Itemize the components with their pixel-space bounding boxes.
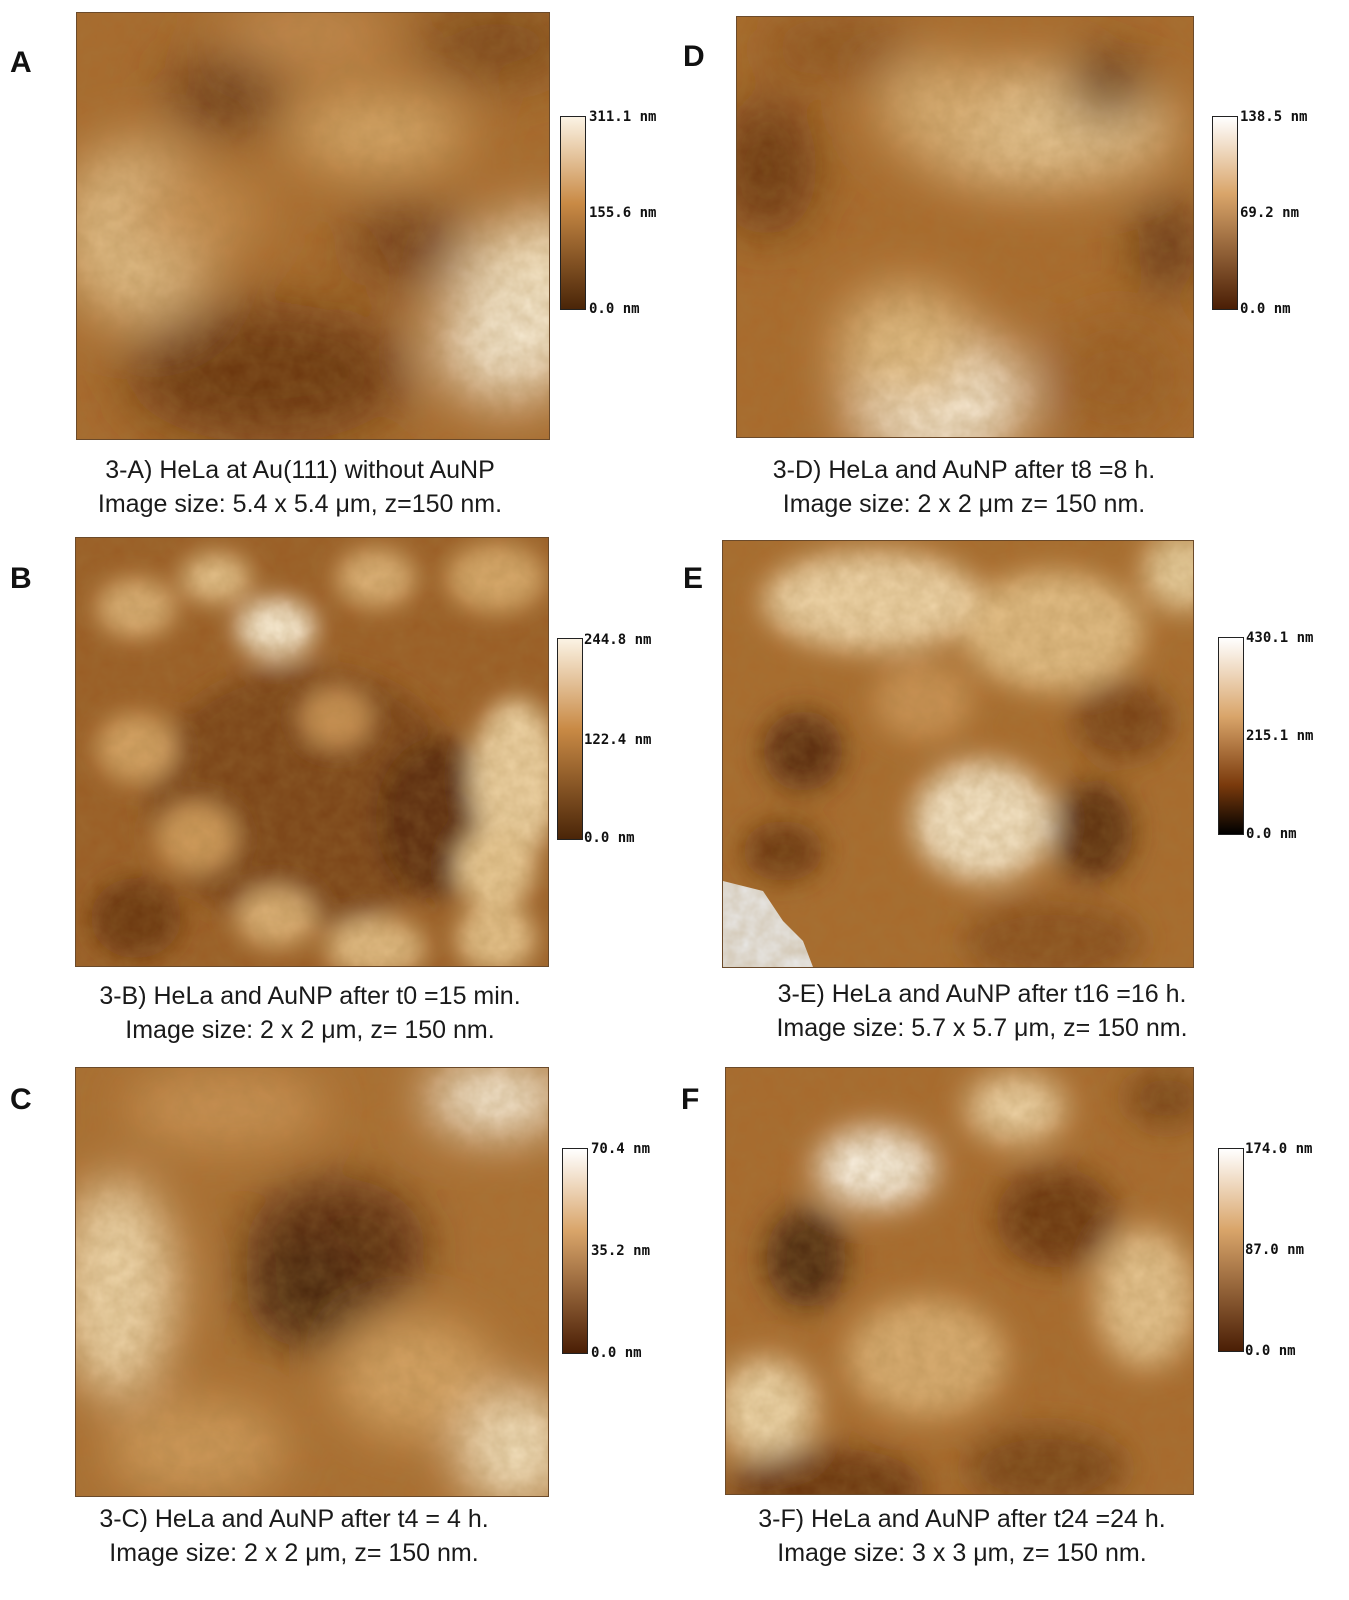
caption-a-line1: 3-A) HeLa at Au(111) without AuNP	[105, 456, 495, 484]
scale-mid-b: 122.4 nm	[584, 732, 652, 748]
caption-b-line2: Image size: 2 x 2 μm, z= 150 nm.	[125, 1016, 495, 1044]
scale-min-f: 0.0 nm	[1245, 1343, 1296, 1359]
scale-bar-e	[1218, 637, 1244, 835]
scale-bar-f	[1218, 1148, 1244, 1352]
caption-e-line1: 3-E) HeLa and AuNP after t16 =16 h.	[777, 980, 1187, 1008]
afm-image-b	[75, 537, 549, 967]
scale-bar-d	[1212, 116, 1238, 310]
caption-d: 3-D) HeLa and AuNP after t8 =8 h. Image …	[704, 453, 1224, 521]
scale-min-d: 0.0 nm	[1240, 301, 1291, 317]
panel-letter-c: C	[10, 1083, 32, 1116]
afm-image-a	[76, 12, 550, 440]
scale-min-c: 0.0 nm	[591, 1345, 642, 1361]
scale-max-f: 174.0 nm	[1245, 1141, 1313, 1157]
scale-max-e: 430.1 nm	[1246, 630, 1314, 646]
caption-e: 3-E) HeLa and AuNP after t16 =16 h. Imag…	[722, 977, 1242, 1045]
caption-f-line1: 3-F) HeLa and AuNP after t24 =24 h.	[758, 1505, 1166, 1533]
panel-letter-e: E	[683, 562, 704, 595]
caption-c: 3-C) HeLa and AuNP after t4 = 4 h. Image…	[34, 1502, 554, 1570]
scale-bar-b	[557, 638, 583, 840]
caption-d-line2: Image size: 2 x 2 μm z= 150 nm.	[782, 490, 1146, 518]
panel-letter-d: D	[683, 40, 705, 73]
scale-max-b: 244.8 nm	[584, 632, 652, 648]
panel-letter-b: B	[10, 562, 32, 595]
panel-letter-f: F	[681, 1083, 700, 1116]
caption-d-line1: 3-D) HeLa and AuNP after t8 =8 h.	[772, 456, 1156, 484]
scale-mid-e: 215.1 nm	[1246, 728, 1314, 744]
scale-bar-a	[560, 116, 586, 310]
caption-c-line2: Image size: 2 x 2 μm, z= 150 nm.	[109, 1539, 479, 1567]
caption-e-line2: Image size: 5.7 x 5.7 μm, z= 150 nm.	[776, 1014, 1188, 1042]
scale-min-b: 0.0 nm	[584, 830, 635, 846]
afm-image-e	[722, 540, 1194, 968]
scale-mid-c: 35.2 nm	[591, 1243, 651, 1259]
caption-b-line1: 3-B) HeLa and AuNP after t0 =15 min.	[99, 982, 521, 1010]
scale-min-a: 0.0 nm	[589, 301, 640, 317]
caption-a-line2: Image size: 5.4 x 5.4 μm, z=150 nm.	[97, 490, 503, 518]
scale-mid-d: 69.2 nm	[1240, 205, 1300, 221]
scale-mid-f: 87.0 nm	[1245, 1242, 1305, 1258]
caption-b: 3-B) HeLa and AuNP after t0 =15 min. Ima…	[50, 979, 570, 1047]
panel-letter-a: A	[10, 46, 32, 79]
scale-mid-a: 155.6 nm	[589, 205, 657, 221]
caption-f: 3-F) HeLa and AuNP after t24 =24 h. Imag…	[702, 1502, 1222, 1570]
afm-image-c	[75, 1067, 549, 1497]
scale-bar-c	[562, 1148, 588, 1354]
caption-f-line2: Image size: 3 x 3 μm, z= 150 nm.	[777, 1539, 1147, 1567]
caption-c-line1: 3-C) HeLa and AuNP after t4 = 4 h.	[99, 1505, 489, 1533]
scale-min-e: 0.0 nm	[1246, 826, 1297, 842]
afm-image-f	[725, 1067, 1194, 1495]
caption-a: 3-A) HeLa at Au(111) without AuNP Image …	[40, 453, 560, 521]
scale-max-c: 70.4 nm	[591, 1141, 651, 1157]
afm-image-d	[736, 16, 1194, 438]
scale-max-a: 311.1 nm	[589, 109, 657, 125]
scale-max-d: 138.5 nm	[1240, 109, 1308, 125]
